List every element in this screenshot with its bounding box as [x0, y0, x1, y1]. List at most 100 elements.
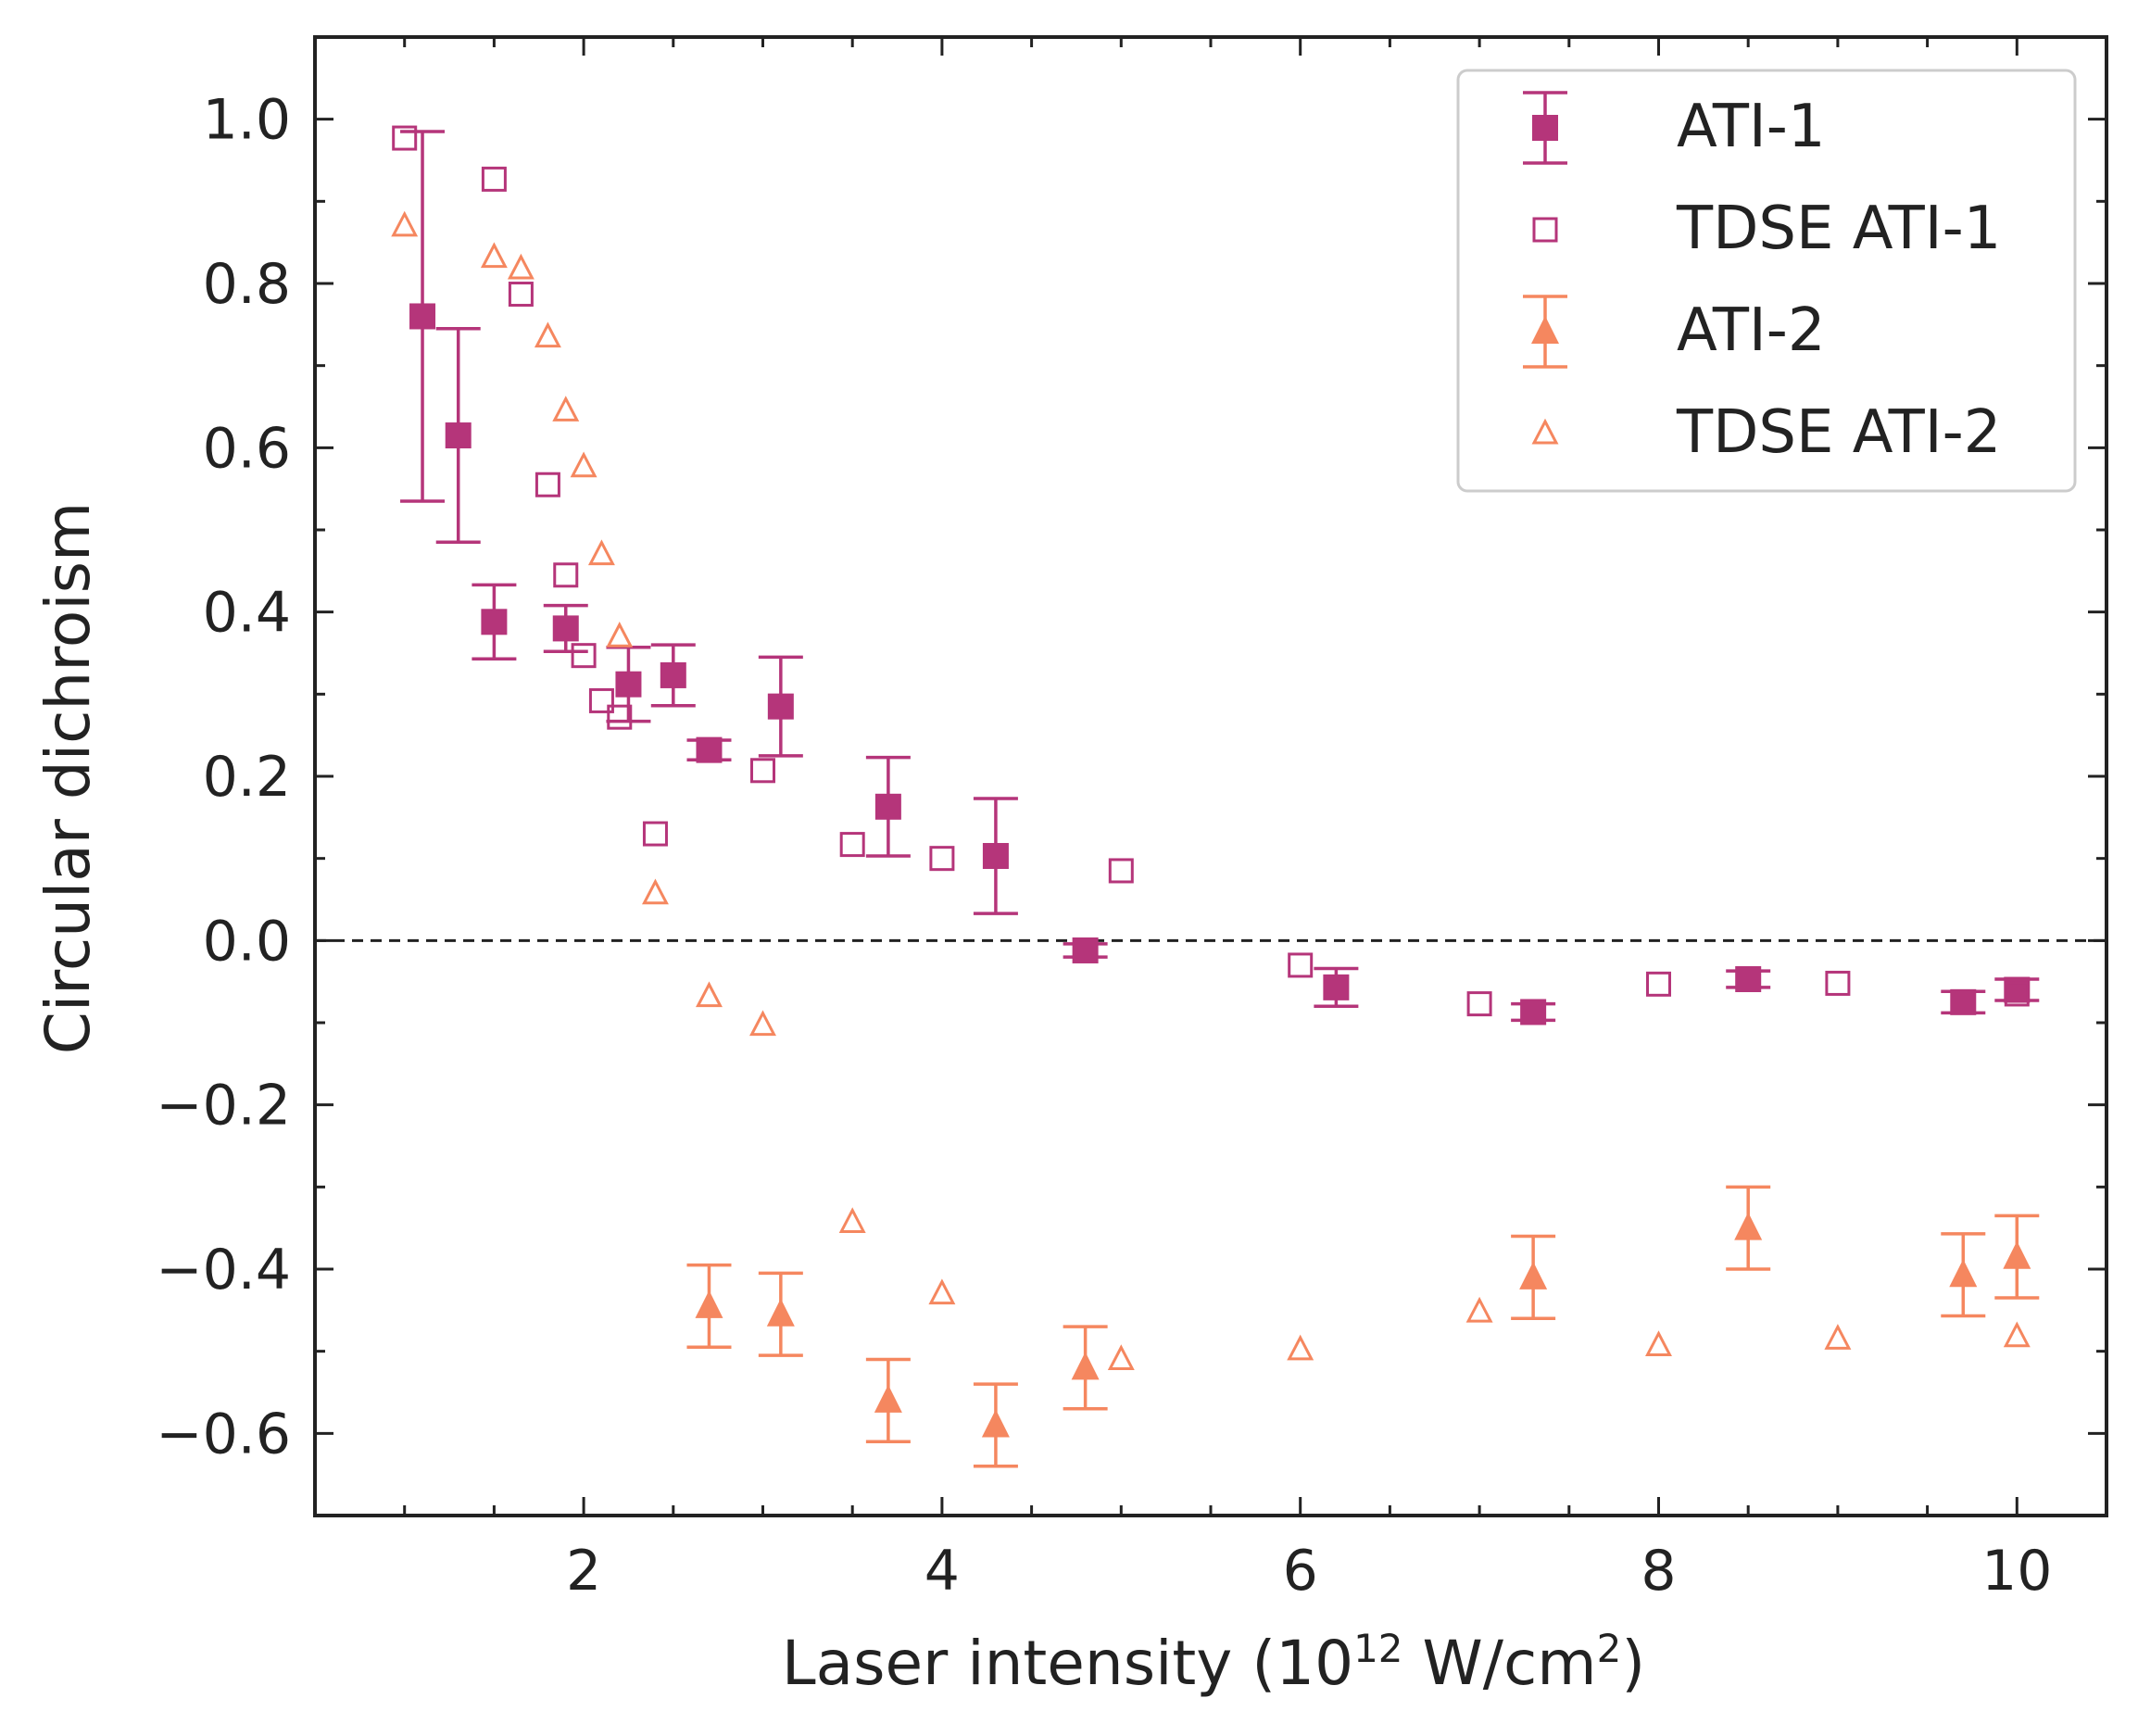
data-point-ati-1	[767, 693, 794, 720]
x-tick-label: 2	[566, 1539, 601, 1604]
series-tdse-ati-2	[391, 210, 2031, 1371]
data-point-tdse-ati-1	[1646, 971, 1671, 997]
y-tick-label: 0.8	[203, 252, 291, 317]
data-point-tdse-ati-2	[507, 253, 534, 280]
x-axis-title-unit-exponent: 2	[1597, 1626, 1622, 1671]
y-tick-label: −0.6	[156, 1402, 291, 1466]
legend-marker-tdse-ati-2	[1531, 418, 1559, 445]
data-point-tdse-ati-1	[1825, 970, 1851, 996]
x-axis-title: Laser intensity (1012 W/cm2)	[782, 1626, 1645, 1699]
series-ati-2	[686, 1185, 2040, 1468]
data-point-tdse-ati-2	[534, 321, 561, 348]
x-tick-label: 6	[1283, 1539, 1318, 1604]
x-tick-label: 10	[1981, 1539, 2052, 1604]
data-point-tdse-ati-1	[588, 687, 614, 713]
data-point-tdse-ati-2	[391, 210, 419, 237]
data-point-tdse-ati-1	[1466, 991, 1492, 1017]
series-ati-1	[400, 130, 2040, 1025]
data-point-ati-1	[552, 615, 579, 642]
data-point-tdse-ati-1	[553, 562, 579, 588]
data-point-tdse-ati-2	[587, 539, 615, 566]
data-point-tdse-ati-2	[606, 622, 634, 648]
data-point-ati-2	[695, 1289, 723, 1318]
y-tick-label: −0.2	[156, 1074, 291, 1138]
tick-labels: 2 4 6 8 10 1.0 0.8 0.6 0.4 0.2 0.0 −0.2 −0.4 −0.6	[156, 88, 2052, 1604]
legend-box	[1456, 69, 2077, 493]
data-point-tdse-ati-2	[928, 1278, 956, 1305]
data-point-tdse-ati-1	[929, 846, 955, 872]
data-point-ati-1	[1950, 988, 1977, 1015]
data-point-tdse-ati-2	[1824, 1324, 1852, 1350]
data-point-tdse-ati-1	[642, 821, 668, 847]
x-axis-title-main: Laser intensity (10	[782, 1628, 1353, 1699]
data-point-tdse-ati-2	[749, 1010, 776, 1037]
data-point-ati-1	[874, 793, 901, 820]
data-point-ati-1	[1323, 974, 1350, 1000]
legend-marker-ati-2	[1523, 295, 1567, 369]
data-point-ati-2	[2003, 1240, 2031, 1269]
data-point-tdse-ati-1	[508, 282, 534, 308]
data-point-ati-1	[982, 843, 1009, 870]
series-tdse-ati-1	[392, 125, 2030, 1017]
y-tick-label: 0.4	[203, 581, 291, 646]
data-point-ati-1	[481, 609, 508, 635]
data-point-tdse-ati-2	[1465, 1296, 1493, 1323]
data-point-ati-1	[615, 671, 642, 698]
legend-symbol-ati-2	[1531, 316, 1559, 344]
data-point-ati-2	[1519, 1261, 1548, 1289]
plot-frame	[313, 35, 2108, 1517]
x-axis-title-exponent: 12	[1353, 1626, 1402, 1671]
y-tick-label: 1.0	[203, 88, 291, 153]
legend-label-ati-1: ATI-1	[1677, 93, 1826, 161]
data-point-tdse-ati-2	[1287, 1334, 1314, 1361]
legend-marker-tdse-ati-1	[1532, 217, 1558, 243]
x-tick-label: 4	[924, 1539, 960, 1604]
data-point-ati-1	[2004, 976, 2031, 1003]
data-point-ati-2	[1071, 1352, 1100, 1380]
data-point-ati-2	[874, 1384, 902, 1413]
data-point-ati-2	[766, 1298, 795, 1327]
data-point-tdse-ati-1	[534, 472, 560, 497]
data-point-tdse-ati-2	[641, 878, 669, 905]
data-point-ati-2	[1734, 1212, 1763, 1240]
legend-markers	[1523, 91, 1567, 445]
legend: ATI-1 TDSE ATI-1 ATI-2 TDSE ATI-2	[1456, 69, 2077, 493]
data-point-tdse-ati-2	[1107, 1344, 1135, 1371]
axis-ticks	[313, 35, 2107, 1517]
data-point-tdse-ati-1	[392, 125, 418, 151]
data-point-tdse-ati-1	[607, 704, 633, 730]
data-point-ati-2	[981, 1409, 1010, 1438]
y-tick-label: −0.4	[156, 1238, 291, 1302]
y-tick-label: 0.0	[203, 909, 291, 974]
data-point-tdse-ati-1	[2004, 981, 2030, 1007]
legend-symbol-tdse-ati-1	[1532, 217, 1558, 243]
data-point-tdse-ati-1	[750, 758, 775, 784]
legend-symbol-tdse-ati-2	[1531, 418, 1559, 445]
data-series	[391, 125, 2040, 1468]
data-point-ati-1	[660, 661, 686, 688]
data-point-ati-1	[1735, 966, 1762, 993]
data-point-ati-1	[445, 422, 472, 449]
data-point-tdse-ati-1	[481, 166, 507, 192]
data-point-tdse-ati-1	[1108, 858, 1134, 884]
data-point-tdse-ati-2	[696, 981, 723, 1008]
data-point-tdse-ati-1	[839, 832, 865, 858]
data-point-tdse-ati-1	[571, 643, 597, 669]
y-tick-label: 0.6	[203, 416, 291, 481]
data-point-ati-2	[1949, 1259, 1978, 1288]
legend-marker-ati-1	[1523, 91, 1567, 165]
data-point-tdse-ati-2	[838, 1207, 866, 1233]
data-point-tdse-ati-2	[570, 451, 597, 478]
legend-label-tdse-ati-2: TDSE ATI-2	[1676, 398, 2001, 467]
legend-label-ati-2: ATI-2	[1677, 296, 1826, 365]
legend-symbol-ati-1	[1532, 115, 1558, 141]
data-point-tdse-ati-2	[480, 242, 508, 269]
data-point-tdse-ati-2	[2003, 1321, 2031, 1348]
data-point-ati-1	[1072, 937, 1099, 963]
x-axis-title-close: )	[1621, 1628, 1645, 1699]
x-axis-title-unit: W/cm	[1403, 1628, 1597, 1699]
legend-label-tdse-ati-1: TDSE ATI-1	[1676, 195, 2001, 263]
data-point-tdse-ati-2	[1645, 1330, 1672, 1356]
data-point-tdse-ati-2	[552, 396, 580, 421]
